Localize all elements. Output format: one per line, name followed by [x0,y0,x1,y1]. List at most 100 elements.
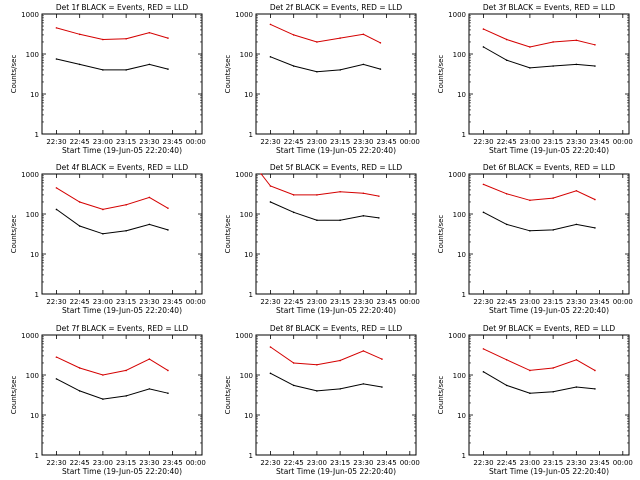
x-tick-label: 23:30 [353,138,373,146]
data-point [362,350,365,352]
x-tick-label: 23:45 [589,459,609,467]
x-tick-label: 23:30 [566,138,586,146]
y-tick-label: 1000 [448,171,466,179]
plot-frame [255,13,417,135]
x-tick-label: 23:00 [307,459,327,467]
data-point [575,63,578,66]
x-tick-label: 23:45 [162,298,182,306]
x-tick-label: 23:30 [139,459,159,467]
data-point [552,367,554,369]
plot-frame [41,173,203,295]
y-tick-label: 1000 [448,11,466,19]
data-point [505,192,508,195]
x-tick-label: 23:15 [330,459,350,467]
data-point [269,372,272,375]
x-tick-label: 23:15 [543,298,563,306]
data-point [269,346,272,348]
x-tick-label: 23:45 [589,138,609,146]
data-point [339,69,341,71]
plot-frame [41,334,203,456]
data-point [269,185,272,187]
data-point [505,38,508,41]
data-point [381,358,383,360]
data-point [482,371,485,373]
data-point [505,223,508,226]
y-axis-label: Counts/sec [437,55,445,94]
y-tick-label: 1 [35,452,39,460]
data-point [552,41,554,43]
data-point [575,39,578,42]
x-tick-label: 22:30 [473,138,493,146]
data-point [529,46,531,48]
data-point [575,358,578,361]
data-point [78,33,81,36]
x-axis-label: Start Time (19-Jun-05 22:20:40) [62,146,182,155]
events-series-line [56,208,169,235]
y-tick-label: 100 [240,372,253,380]
data-point [148,388,151,390]
data-point [594,198,596,201]
y-tick-label: 1000 [448,332,466,340]
y-tick-label: 1 [249,131,253,139]
data-point [339,37,341,39]
data-point [167,369,169,372]
x-tick-label: 00:00 [400,298,420,306]
x-axis-label: Start Time (19-Jun-05 22:20:40) [62,306,182,315]
x-tick-label: 22:45 [497,298,517,306]
data-point [529,392,531,395]
x-axis-label: Start Time (19-Jun-05 22:20:40) [276,306,396,315]
lld-series-line [483,28,596,48]
lld-series-line [56,356,169,376]
panel: Det 6f BLACK = Events, RED = LLD 1 10 100 10… [437,163,633,315]
panel-title: Det 3f BLACK = Events, RED = LLD [483,3,616,12]
data-point [505,384,508,387]
data-point [594,369,596,372]
panel: Det 1f BLACK = Events, RED = LLD 1 10 100 10… [10,3,206,155]
panel-title: Det 9f BLACK = Events, RED = LLD [483,324,616,333]
data-point [78,63,81,66]
x-axis-label: Start Time (19-Jun-05 22:20:40) [489,146,609,155]
data-point [316,194,318,196]
x-tick-label: 23:45 [376,459,396,467]
y-tick-label: 10 [30,412,39,420]
panel: Det 3f BLACK = Events, RED = LLD 1 10 100 10… [437,3,633,155]
panel-title: Det 2f BLACK = Events, RED = LLD [270,3,403,12]
data-point [55,27,58,29]
data-point [78,390,81,392]
events-series-line [270,372,382,392]
x-tick-label: 23:15 [116,138,136,146]
data-point [529,67,531,69]
x-tick-label: 23:45 [162,138,182,146]
y-tick-label: 10 [457,251,466,259]
x-tick-label: 23:45 [162,459,182,467]
data-point [594,43,596,46]
data-point [339,388,341,390]
x-tick-label: 23:15 [330,138,350,146]
data-point [167,68,169,70]
lld-series-line [56,27,169,41]
x-tick-label: 23:30 [139,138,159,146]
data-point [55,58,58,60]
data-point [125,230,127,232]
lld-series-line [483,348,596,371]
lld-series-line [260,173,379,197]
x-tick-label: 00:00 [400,138,420,146]
y-tick-label: 100 [453,372,466,380]
data-point [102,69,104,71]
x-tick-label: 22:45 [70,459,90,467]
x-tick-label: 00:00 [186,298,206,306]
plot-frame [468,13,630,135]
panel: Det 8f BLACK = Events, RED = LLD 1 10 100 10… [224,324,420,476]
x-axis-label: Start Time (19-Jun-05 22:20:40) [489,306,609,315]
x-tick-label: 00:00 [613,298,633,306]
x-tick-label: 22:30 [46,138,66,146]
data-point [78,367,81,369]
x-tick-label: 23:00 [520,298,540,306]
events-series-line [270,201,379,221]
x-tick-label: 22:30 [260,138,280,146]
data-point [316,70,318,73]
y-tick-label: 1000 [21,332,39,340]
y-tick-label: 10 [457,91,466,99]
y-tick-label: 1 [462,452,466,460]
